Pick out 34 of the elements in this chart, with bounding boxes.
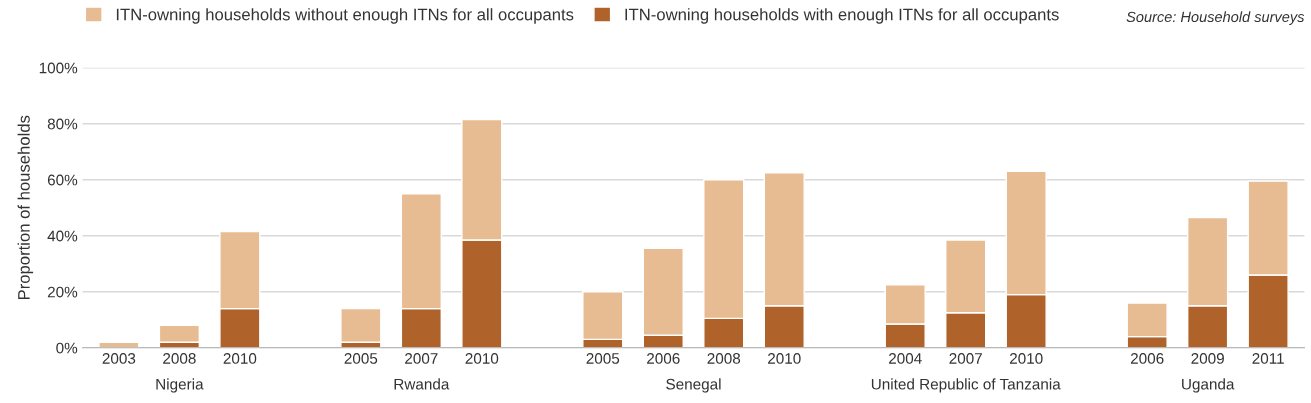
x-tick-label: 2010 [223,353,257,364]
legend-label: ITN-owning households with enough ITNs for all occupants [625,8,1059,24]
x-tick-label: 2010 [768,353,801,364]
x-tick-label: 2010 [465,353,499,364]
text: Uganda [1182,378,1235,393]
source-note: Source: Household surveys [1126,11,1305,25]
y-axis-title: Proportion of households [17,115,34,300]
y-tick-label: 0% [56,342,78,354]
x-tick-label: 2008 [707,353,741,364]
y-tick-label: 20% [47,286,78,298]
x-tick-label: 2003 [102,353,136,364]
x-tick-label: 2005 [586,353,620,364]
x-tick-label: 2007 [405,353,438,364]
x-tick-label: 2006 [647,353,680,364]
x-tick-label: 2011 [1252,353,1284,364]
x-tick-label: 2007 [949,353,982,364]
y-tick-label: 80% [47,118,78,130]
text: Senegal [666,378,721,393]
x-tick-label: 2006 [1130,353,1164,364]
x-tick-label: 2009 [1191,353,1224,364]
x-tick-label: 2005 [344,353,378,364]
y-tick-label: 60% [47,174,78,186]
x-tick-label: 2004 [889,353,922,364]
x-tick-label: 2008 [163,353,196,364]
text: Rwanda [394,378,450,390]
x-tick-label: 2010 [1009,353,1043,364]
legend-label: ITN-owning households without enough ITNs for all occupants [116,8,574,24]
bar [340,307,382,343]
bar [158,324,201,343]
text: United Republic of Tanzania [871,378,1061,393]
y-tick-label: 100% [39,62,78,74]
bar [98,341,140,348]
y-tick-label: 40% [47,230,78,242]
text: Nigeria [156,378,204,393]
